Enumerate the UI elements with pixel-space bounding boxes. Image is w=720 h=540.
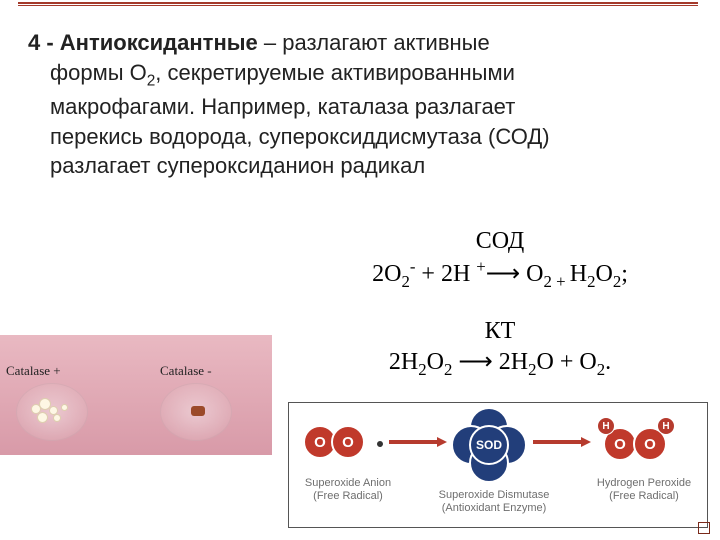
neg-sample-icon [191,406,205,416]
dish-positive [16,383,88,441]
kt-end: . [605,349,611,375]
cap3l1: Hydrogen Peroxide [597,477,691,489]
formula-kt: КТ 2H2O2 ⟶ 2H2O + O2. [350,318,650,380]
superoxide-molecule: O O [303,425,365,459]
line2b: , секретируемые активированными [155,60,515,85]
formula-sod: СОД 2O2- + 2H +⟶ O2 + H2O2; [320,228,680,292]
heading-rest1: – разлагают активные [258,30,490,55]
bubbles-icon [31,398,75,428]
kt-r1: 2H [493,349,528,375]
hydrogen-atom-icon: H [657,417,675,435]
dish-negative [160,383,232,441]
peroxide-molecule: O O H H [599,425,679,465]
sod-r2: H [570,261,587,287]
kt-l: 2H [389,349,418,375]
caption-sod: Superoxide Dismutase (Antioxidant Enzyme… [429,489,559,515]
sod-end: ; [621,261,628,287]
sod-r1: O [520,261,543,287]
catalase-photo: Catalase + Catalase - [0,335,272,455]
sod-l: 2O [372,261,401,287]
heading-bold: 4 - Антиоксидантные [28,30,258,55]
accent-bar [18,2,698,6]
caption-superoxide: Superoxide Anion (Free Radical) [293,477,403,503]
radical-dot-icon [377,441,383,447]
label-catalase-neg: Catalase - [160,363,212,379]
cap2l1: Superoxide Dismutase [439,489,550,501]
hydrogen-atom-icon: H [597,417,615,435]
sod-arrow: ⟶ [486,261,520,287]
arrow-icon [389,437,447,447]
sod-text: SOD [476,438,502,452]
sod-enzyme-icon: SOD [453,409,525,481]
line5: разлагает супероксиданион радикал [28,151,688,181]
oxygen-atom-icon: O [331,425,365,459]
kt-ro: O + O [537,349,597,375]
line2-sub: 2 [147,72,156,89]
kt-o2: O [427,349,444,375]
sod-r3: O [596,261,613,287]
sod-label: СОД [320,228,680,255]
corner-marker-icon [698,522,710,534]
cap1l2: (Free Radical) [313,490,383,502]
label-catalase-pos: Catalase + [6,363,61,379]
line3: макрофагами. Например, каталаза разлагае… [28,92,688,122]
kt-label: КТ [350,318,650,345]
line2a: формы О [50,60,147,85]
arrow-icon [533,437,591,447]
photo-bg: Catalase + Catalase - [0,335,272,455]
body-text: 4 - Антиоксидантные – разлагают активные… [28,28,688,181]
kt-arrow: ⟶ [458,349,492,375]
line4: перекись водорода, супероксиддисмутаза (… [28,122,688,152]
cap2l2: (Antioxidant Enzyme) [442,502,547,514]
sod-diagram: O O SOD O O H H [288,402,708,528]
cap1l1: Superoxide Anion [305,477,391,489]
cap3l2: (Free Radical) [609,490,679,502]
caption-peroxide: Hydrogen Peroxide (Free Radical) [589,477,699,503]
sod-m: + 2H [415,261,476,287]
